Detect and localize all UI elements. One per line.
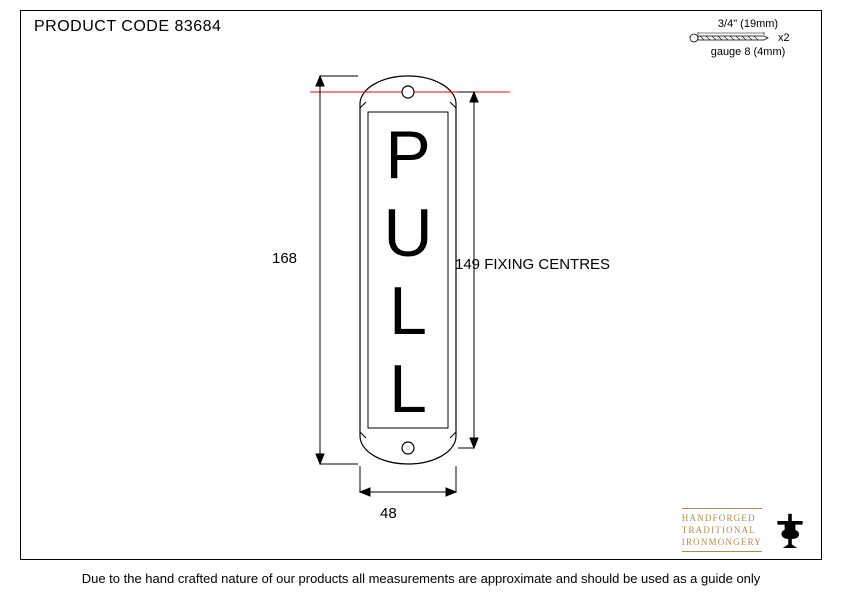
dim-height-168 — [316, 76, 358, 464]
brand-line2: TRADITIONAL — [682, 524, 762, 536]
dim-label-height: 168 — [272, 250, 297, 267]
plate-letter-l1: L — [389, 273, 427, 349]
screw-length-label: 3/4" (19mm) — [688, 18, 808, 30]
dim-width-48 — [360, 466, 456, 496]
anvil-logo-icon — [772, 512, 808, 548]
plate-letter-p: P — [385, 117, 430, 193]
plate-letter-u: U — [383, 195, 432, 271]
screw-callout: 3/4" (19mm) x2 gauge 8 (4mm) — [688, 18, 808, 58]
dim-label-fixing: 149 FIXING CENTRES — [455, 256, 610, 273]
screw-quantity: x2 — [778, 32, 790, 44]
screw-row: x2 — [688, 32, 808, 44]
brand-block: HANDFORGED TRADITIONAL IRONMONGERY — [682, 508, 808, 552]
screw-gauge-label: gauge 8 (4mm) — [688, 46, 808, 58]
technical-drawing: P U L L — [260, 70, 600, 510]
brand-line3: IRONMONGERY — [682, 536, 762, 548]
dim-label-width: 48 — [380, 505, 397, 522]
brand-text: HANDFORGED TRADITIONAL IRONMONGERY — [682, 508, 762, 552]
screw-icon — [688, 32, 774, 44]
product-code-label: PRODUCT CODE — [34, 18, 170, 35]
product-code: PRODUCT CODE 83684 — [34, 18, 221, 36]
product-code-number: 83684 — [174, 18, 221, 35]
plate-letter-l2: L — [389, 351, 427, 427]
brand-line1: HANDFORGED — [682, 512, 762, 524]
footer-note: Due to the hand crafted nature of our pr… — [0, 571, 842, 586]
